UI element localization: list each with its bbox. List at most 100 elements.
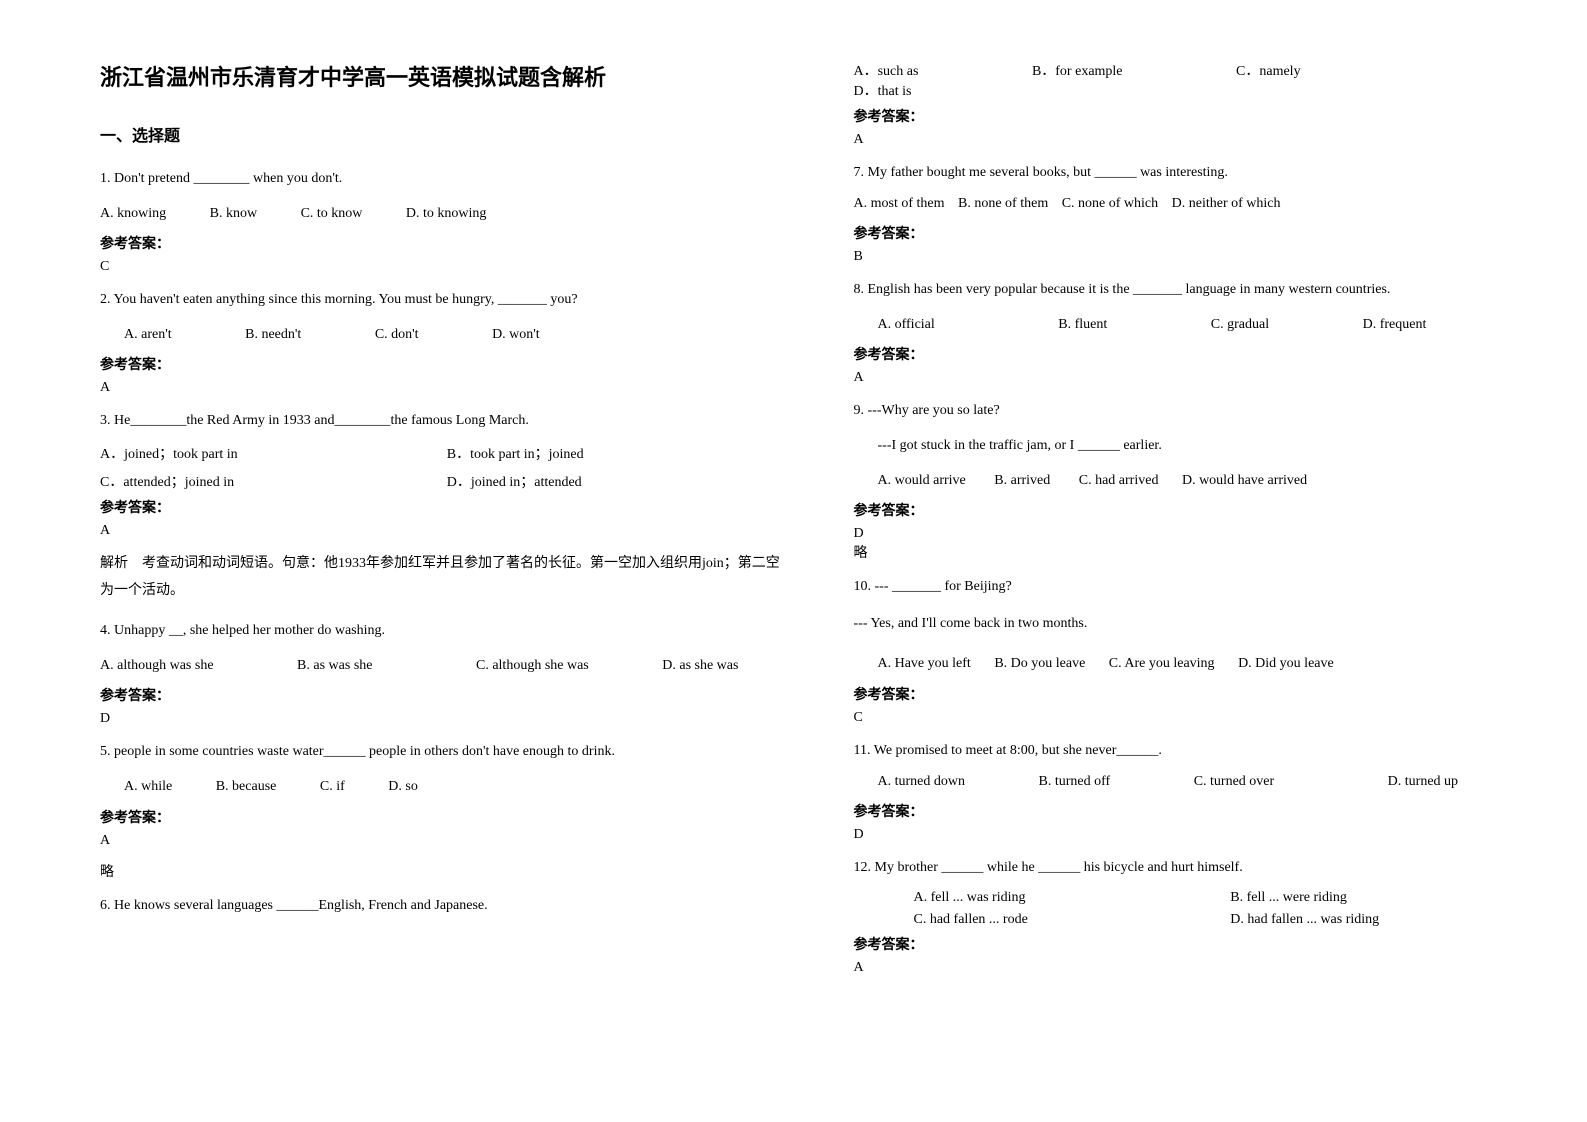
q2-answer: A <box>100 380 794 396</box>
question-10-options: A. Have you left B. Do you leave C. Are … <box>854 651 1548 678</box>
q7-answer: B <box>854 249 1548 265</box>
q4-answer: D <box>100 711 794 727</box>
question-5-options: A. while B. because C. if D. so <box>100 774 794 801</box>
q10-answer: C <box>854 710 1548 726</box>
q10-opt-a: A. Have you left <box>878 651 971 678</box>
question-9-line1: 9. ---Why are you so late? <box>854 398 1548 425</box>
q6-opt-b: B．for example <box>1032 60 1123 80</box>
q6-answer: A <box>854 132 1548 148</box>
q3-opt-a: A．joined；took part in <box>100 443 447 463</box>
q4-opt-d: D. as she was <box>662 653 738 680</box>
question-3: 3. He________the Red Army in 1933 and___… <box>100 408 794 435</box>
question-12-options-row1: A. fell ... was riding B. fell ... were … <box>854 890 1548 906</box>
q7-opt-d: D. neither of which <box>1172 191 1281 218</box>
question-11: 11. We promised to meet at 8:00, but she… <box>854 738 1548 765</box>
question-6: 6. He knows several languages ______Engl… <box>100 893 794 920</box>
left-column: 浙江省温州市乐清育才中学高一英语模拟试题含解析 一、选择题 1. Don't p… <box>100 60 794 988</box>
section-header: 一、选择题 <box>100 122 794 146</box>
question-9-options: A. would arrive B. arrived C. had arrive… <box>854 468 1548 495</box>
q4-opt-a: A. although was she <box>100 653 214 680</box>
q11-opt-b: B. turned off <box>1039 769 1111 796</box>
q1-opt-a: A. knowing <box>100 201 166 228</box>
right-column: A．such as B．for example C．namely D．that … <box>854 60 1548 988</box>
q6-opt-a: A．such as <box>854 60 919 80</box>
q9-opt-b: B. arrived <box>994 468 1050 495</box>
q10-opt-d: D. Did you leave <box>1238 651 1334 678</box>
answer-label: 参考答案： <box>100 233 794 253</box>
q12-opt-a: A. fell ... was riding <box>914 890 1231 906</box>
question-3-options-row2: C．attended；joined in D．joined in；attende… <box>100 471 794 491</box>
question-4: 4. Unhappy __, she helped her mother do … <box>100 618 794 645</box>
q11-answer: D <box>854 827 1548 843</box>
q8-opt-c: C. gradual <box>1211 312 1269 339</box>
question-12: 12. My brother ______ while he ______ hi… <box>854 855 1548 882</box>
q10-opt-b: B. Do you leave <box>994 651 1085 678</box>
question-1-options: A. knowing B. know C. to know D. to know… <box>100 201 794 228</box>
q11-opt-d: D. turned up <box>1388 769 1458 796</box>
answer-label: 参考答案： <box>854 684 1548 704</box>
question-9-line2: ---I got stuck in the traffic jam, or I … <box>854 433 1548 460</box>
q5-answer: A <box>100 833 794 849</box>
q9-note: 略 <box>854 542 1548 562</box>
answer-label: 参考答案： <box>100 807 794 827</box>
q5-note: 略 <box>100 861 794 881</box>
q5-opt-b: B. because <box>216 774 277 801</box>
q10-opt-c: C. Are you leaving <box>1109 651 1215 678</box>
document-title: 浙江省温州市乐清育才中学高一英语模拟试题含解析 <box>100 60 794 92</box>
q12-answer: A <box>854 960 1548 976</box>
q2-opt-a: A. aren't <box>124 322 172 349</box>
answer-label: 参考答案： <box>854 934 1548 954</box>
answer-label: 参考答案： <box>100 354 794 374</box>
answer-label: 参考答案： <box>854 801 1548 821</box>
question-10-line2: --- Yes, and I'll come back in two month… <box>854 611 1548 638</box>
answer-label: 参考答案： <box>854 344 1548 364</box>
question-10-line1: 10. --- _______ for Beijing? <box>854 574 1548 601</box>
q12-opt-c: C. had fallen ... rode <box>914 912 1231 928</box>
q8-opt-d: D. frequent <box>1363 312 1427 339</box>
answer-label: 参考答案： <box>100 497 794 517</box>
q12-opt-b: B. fell ... were riding <box>1230 890 1547 906</box>
q2-opt-b: B. needn't <box>245 322 301 349</box>
q4-opt-b: B. as was she <box>297 653 372 680</box>
q11-opt-c: C. turned over <box>1194 769 1274 796</box>
q8-opt-a: A. official <box>878 312 935 339</box>
q4-opt-c: C. although she was <box>476 653 589 680</box>
question-8-options: A. official B. fluent C. gradual D. freq… <box>854 312 1548 339</box>
question-2: 2. You haven't eaten anything since this… <box>100 287 794 314</box>
q6-opt-d: D．that is <box>854 80 912 100</box>
question-7-options: A. most of them B. none of them C. none … <box>854 191 1548 218</box>
answer-label: 参考答案： <box>100 685 794 705</box>
q3-explanation: 解析 考查动词和动词短语。句意：他1933年参加红军并且参加了著名的长征。第一空… <box>100 551 794 604</box>
q3-opt-d: D．joined in；attended <box>447 471 794 491</box>
answer-label: 参考答案： <box>854 106 1548 126</box>
q7-opt-b: B. none of them <box>958 191 1048 218</box>
q5-opt-c: C. if <box>320 774 345 801</box>
q2-opt-c: C. don't <box>375 322 419 349</box>
question-5: 5. people in some countries waste water_… <box>100 739 794 766</box>
q3-answer: A <box>100 523 794 539</box>
q8-answer: A <box>854 370 1548 386</box>
q3-opt-c: C．attended；joined in <box>100 471 447 491</box>
answer-label: 参考答案： <box>854 223 1548 243</box>
question-11-options: A. turned down B. turned off C. turned o… <box>854 769 1548 796</box>
q7-opt-c: C. none of which <box>1062 191 1158 218</box>
page: 浙江省温州市乐清育才中学高一英语模拟试题含解析 一、选择题 1. Don't p… <box>0 0 1587 1028</box>
q9-answer: D <box>854 526 1548 542</box>
q1-opt-b: B. know <box>210 201 257 228</box>
question-7: 7. My father bought me several books, bu… <box>854 160 1548 187</box>
question-12-options-row2: C. had fallen ... rode D. had fallen ...… <box>854 912 1548 928</box>
q1-opt-d: D. to knowing <box>406 201 487 228</box>
question-8: 8. English has been very popular because… <box>854 277 1548 304</box>
q7-opt-a: A. most of them <box>854 191 945 218</box>
question-6-options: A．such as B．for example C．namely D．that … <box>854 60 1548 100</box>
q12-opt-d: D. had fallen ... was riding <box>1230 912 1547 928</box>
q8-opt-b: B. fluent <box>1058 312 1107 339</box>
q3-opt-b: B．took part in；joined <box>447 443 794 463</box>
answer-label: 参考答案： <box>854 500 1548 520</box>
q9-opt-c: C. had arrived <box>1079 468 1159 495</box>
q5-opt-a: A. while <box>124 774 172 801</box>
q2-opt-d: D. won't <box>492 322 540 349</box>
q1-answer: C <box>100 259 794 275</box>
q5-opt-d: D. so <box>388 774 418 801</box>
q1-opt-c: C. to know <box>301 201 363 228</box>
